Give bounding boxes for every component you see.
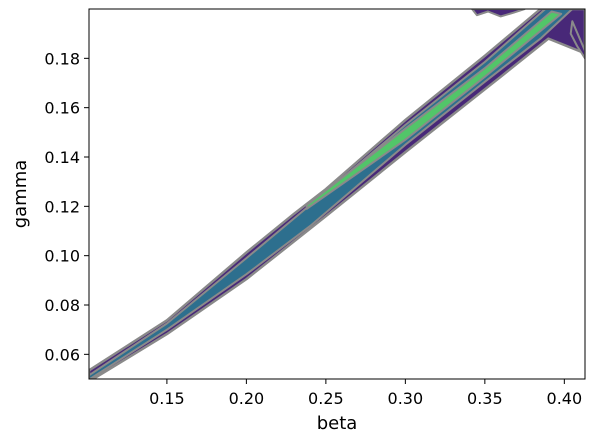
plot-frame <box>88 8 586 380</box>
contour-outer-patch-right <box>569 20 585 60</box>
contour-inner <box>305 10 563 210</box>
x-axis-label: beta <box>317 413 358 434</box>
y-tick-label: 0.18 <box>44 49 80 68</box>
x-tick-label: 0.30 <box>388 389 424 408</box>
y-tick-label: 0.10 <box>44 247 80 266</box>
x-tick-label: 0.40 <box>547 389 583 408</box>
x-tick-label: 0.15 <box>149 389 185 408</box>
x-tick-label: 0.25 <box>308 389 344 408</box>
y-tick-label: 0.08 <box>44 296 80 315</box>
y-tick-label: 0.14 <box>44 148 80 167</box>
x-tick-label: 0.20 <box>229 389 265 408</box>
y-tick-label: 0.16 <box>44 99 80 118</box>
contour-outer-patch-top-right <box>471 9 526 18</box>
y-axis: 0.06 0.08 0.10 0.12 0.14 0.16 0.18 <box>44 49 89 364</box>
y-tick-label: 0.06 <box>44 345 80 364</box>
y-axis-label: gamma <box>10 160 31 229</box>
x-tick-label: 0.35 <box>467 389 503 408</box>
x-axis: 0.15 0.20 0.25 0.30 0.35 0.40 <box>149 379 582 408</box>
contour-layers <box>89 9 585 379</box>
y-tick-label: 0.12 <box>44 197 80 216</box>
